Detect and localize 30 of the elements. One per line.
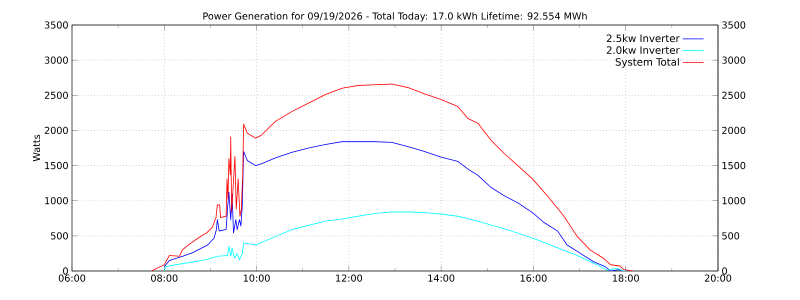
y-tick-label: 1000 <box>45 197 68 204</box>
x-tick-label: 08:00 <box>151 274 178 282</box>
y2-tick-label: 0 <box>722 267 727 275</box>
y-tick-label: 1500 <box>45 162 68 170</box>
y2-tick-label: 2000 <box>722 126 746 134</box>
y2-tick-label: 500 <box>722 232 740 240</box>
legend-label: 2.0kw Inverter <box>606 46 680 54</box>
chart-title: Power Generation for 09/19/2026 - Total Today: 17.0 kWh Lifetime: 92.554 MWh <box>203 12 587 22</box>
y2-tick-label: 2500 <box>722 92 746 99</box>
x-tick-label: 10:00 <box>244 274 270 282</box>
y2-tick-label: 1000 <box>722 197 746 204</box>
y2-tick-label: 3000 <box>722 56 746 64</box>
x-tick-label: 16:00 <box>520 274 547 282</box>
x-tick-label: 20:00 <box>704 274 732 282</box>
y-axis-title: Watts <box>32 134 40 162</box>
y-tick-label: 2500 <box>44 92 68 99</box>
x-tick-label: 18:00 <box>612 274 639 282</box>
x-tick-label: 12:00 <box>336 274 362 282</box>
y-tick-label: 3000 <box>44 56 68 64</box>
line-series <box>150 84 634 271</box>
legend-label: System Total <box>616 58 679 68</box>
y-tick-label: 2000 <box>44 126 68 134</box>
y-tick-label: 500 <box>50 232 68 240</box>
y2-tick-label: 3500 <box>722 21 746 29</box>
y-tick-label: 0 <box>63 267 68 275</box>
x-tick-label: 14:00 <box>428 274 454 282</box>
y-tick-label: 3500 <box>44 21 68 29</box>
legend-label: 2.5kw Inverter <box>606 34 680 42</box>
x-tick-label: 06:00 <box>58 274 86 282</box>
y2-tick-label: 1500 <box>722 162 746 170</box>
